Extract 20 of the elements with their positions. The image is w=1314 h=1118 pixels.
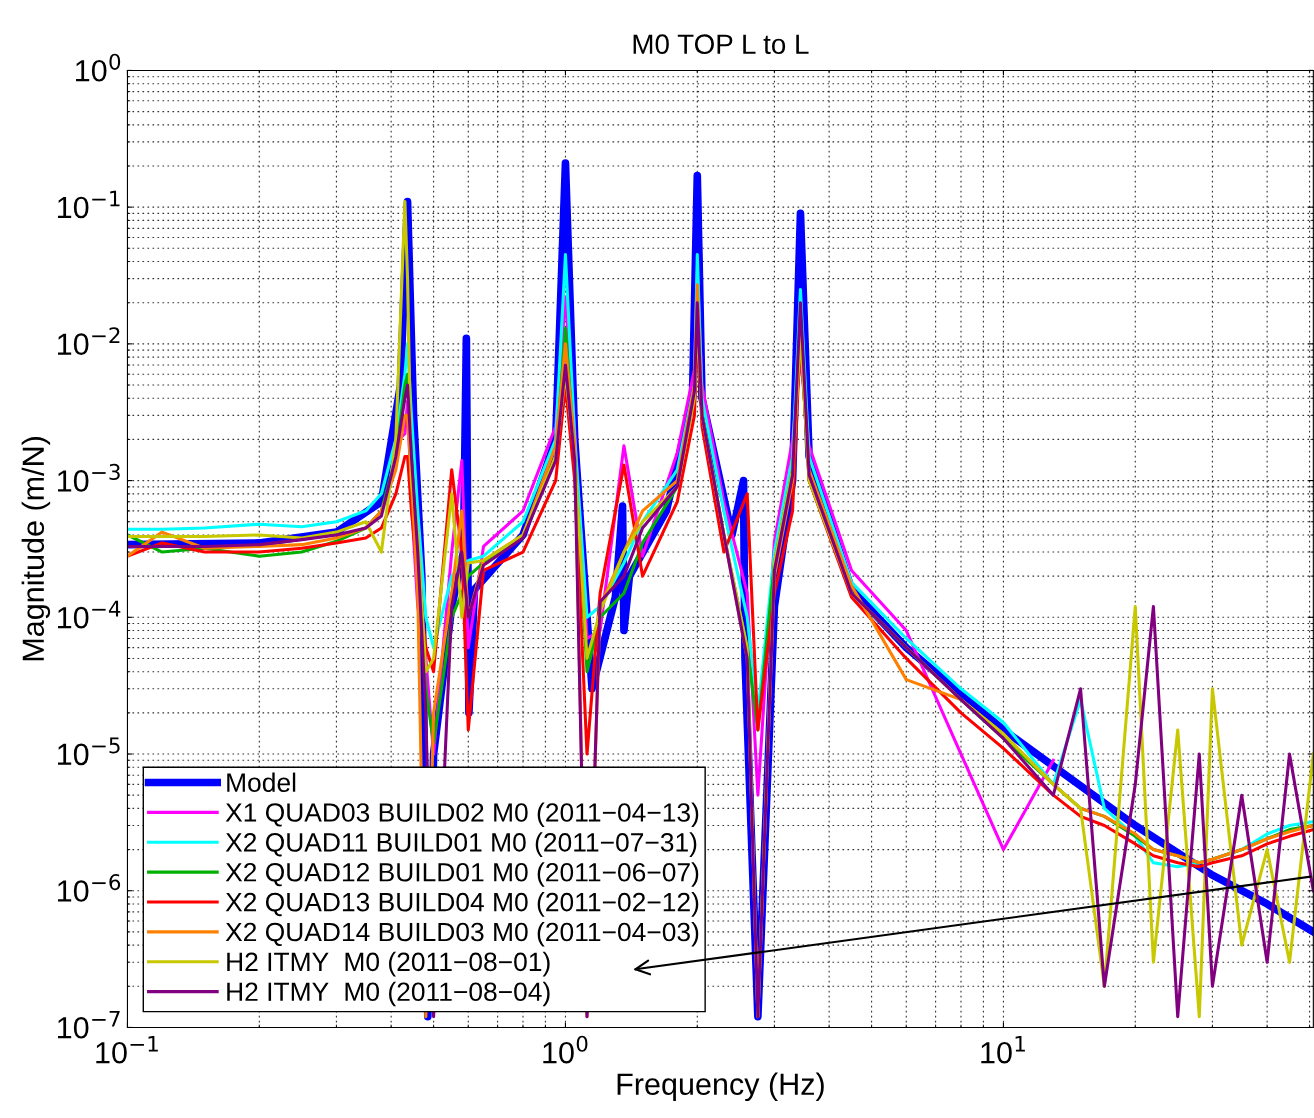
y-axis-title: Magnitude (m/N) [21,437,51,661]
legend-label: Model [227,772,296,792]
y-tick-label: 10$^{−1}$ [58,190,120,219]
legend-label: X2 QUAD13 BUILD04 M0 (2011−02−12) [225,892,699,917]
x-tick-label: 10$^{0}$ [543,1035,588,1064]
x-tick-label: 10$^{1}$ [981,1035,1025,1064]
legend-label: X2 QUAD12 BUILD01 M0 (2011−06−07) [225,862,699,887]
y-tick-label: 10$^{−2}$ [58,327,120,355]
y-tick-label: 10$^{−4}$ [58,600,121,629]
y-tick-label: 10$^{−6}$ [58,873,121,902]
legend-label: H2 ITMY M0 (2011−08−04) [227,981,550,1007]
chart-title: M0 TOP L to L [633,34,809,55]
y-tick-label: 10$^{−5}$ [58,737,120,766]
legend-label: X1 QUAD03 BUILD02 M0 (2011−04−13) [225,802,699,828]
x-axis-title: Frequency (Hz) [617,1072,824,1102]
y-tick-label: 10$^{0}$ [76,53,121,82]
legend-label: X2 QUAD11 BUILD01 M0 (2011−07−31) [225,832,697,857]
y-tick-label: 10$^{−3}$ [58,463,120,492]
legend-label: X2 QUAD14 BUILD03 M0 (2011−04−03) [225,921,699,947]
legend-label: H2 ITMY M0 (2011−08−01) [227,951,550,977]
